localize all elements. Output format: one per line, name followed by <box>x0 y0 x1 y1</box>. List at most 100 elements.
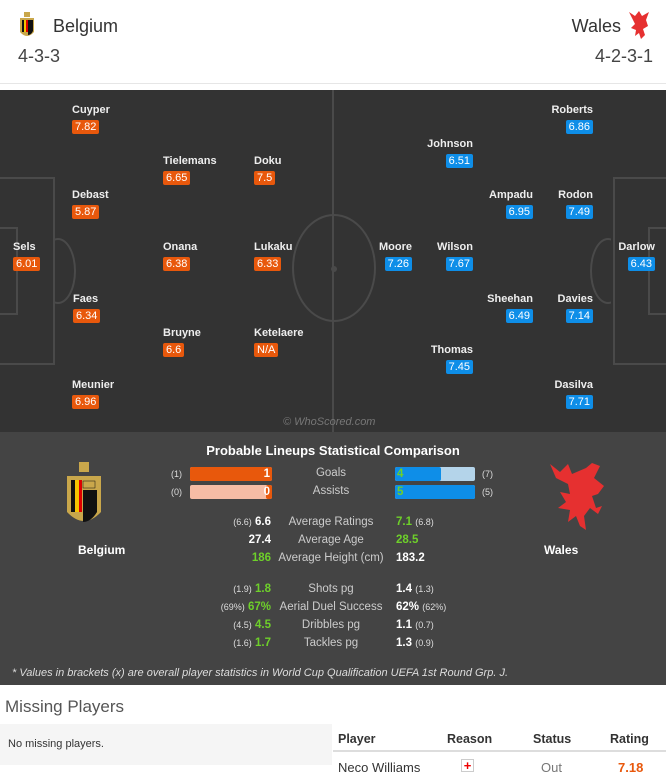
player-rating: 5.87 <box>72 205 100 219</box>
player-name: Onana <box>163 241 198 253</box>
player-name: Davies <box>557 293 593 305</box>
stat-label: Average Age <box>298 534 364 546</box>
home-player[interactable]: Sels 6.01 <box>13 240 41 271</box>
col-reason: Reason <box>447 732 493 746</box>
player-rating: 7.45 <box>445 360 473 374</box>
stat-row: (69%) 67% Aerial Duel Success 62% (62%) <box>0 601 666 619</box>
away-player[interactable]: Wilson 7.67 <box>437 240 473 271</box>
home-bar-track <box>190 485 272 499</box>
home-penalty-box <box>0 177 55 365</box>
away-value: 28.5 <box>396 534 419 546</box>
away-overall: (5) <box>482 487 493 497</box>
rating: 7.18 <box>618 760 644 775</box>
away-player[interactable]: Darlow 6.43 <box>618 240 655 271</box>
player-rating: 6.86 <box>565 120 593 134</box>
stat-label: Tackles pg <box>303 637 359 649</box>
stat-row: 27.4 Average Age 28.5 <box>0 534 666 552</box>
stat-row: 186 Average Height (cm) 183.2 <box>0 552 666 570</box>
player-rating: 7.49 <box>565 205 593 219</box>
wales-dragon-icon <box>629 11 649 39</box>
away-overall: (62%) <box>422 602 447 612</box>
home-team-name[interactable]: Belgium <box>53 16 119 36</box>
table-row: Neco Williams + Out 7.18 <box>333 752 666 780</box>
player-rating: N/A <box>254 343 279 357</box>
away-player[interactable]: Thomas 7.45 <box>431 343 473 374</box>
player-name: Bruyne <box>163 327 201 339</box>
player-rating: 6.34 <box>73 309 101 323</box>
away-player[interactable]: Ampadu 6.95 <box>489 188 533 219</box>
stat-bar-row: (1) 1 Goals 4 (7) <box>0 467 666 485</box>
home-player[interactable]: Lukaku 6.33 <box>254 240 293 271</box>
home-player[interactable]: Onana 6.38 <box>163 240 197 271</box>
away-player[interactable]: Rodon 7.49 <box>558 188 593 219</box>
away-value: 183.2 <box>396 552 425 564</box>
center-circle <box>292 214 376 322</box>
home-overall: (0) <box>171 487 182 497</box>
away-player[interactable]: Davies 7.14 <box>558 292 593 323</box>
home-bar-fill <box>266 485 272 499</box>
home-value: 6.6 <box>255 516 271 528</box>
away-team-name[interactable]: Wales <box>571 16 621 36</box>
away-player[interactable]: Sheehan 6.49 <box>487 292 533 323</box>
home-player[interactable]: Tielemans 6.65 <box>163 154 217 185</box>
player-rating: 7.71 <box>565 395 593 409</box>
player-rating: 6.51 <box>445 154 473 168</box>
pitch: Cuyper 7.82 Debast 5.87 Sels 6.01 Faes 6.34 Meun… <box>0 90 666 432</box>
home-overall: (6.6) <box>233 517 252 527</box>
player-name: Cuyper <box>72 104 110 116</box>
player-name: Darlow <box>618 241 655 253</box>
home-player[interactable]: Doku 7.5 <box>254 154 282 185</box>
player-rating: 7.67 <box>445 257 473 271</box>
player-name: Faes <box>73 293 99 305</box>
home-player[interactable]: Faes 6.34 <box>73 292 101 323</box>
comparison-title: Probable Lineups Statistical Comparison <box>206 443 460 458</box>
player-name: Ketelaere <box>254 327 304 339</box>
statistical-comparison: Probable Lineups Statistical Comparison … <box>0 432 666 685</box>
comparison-footnote: * Values in brackets (x) are overall pla… <box>12 667 509 679</box>
home-value: 1.8 <box>255 583 271 595</box>
home-player[interactable]: Debast 5.87 <box>72 188 109 219</box>
away-value: 4 <box>397 468 404 480</box>
missing-players-title: Missing Players <box>5 697 125 716</box>
player-rating: 6.01 <box>13 257 41 271</box>
player-name: Sels <box>13 241 36 253</box>
player-name: Dasilva <box>554 379 593 391</box>
home-overall: (1.6) <box>233 638 252 648</box>
home-player[interactable]: Meunier 6.96 <box>72 378 114 409</box>
player-name[interactable]: Neco Williams <box>338 760 421 775</box>
player-name: Thomas <box>430 344 473 356</box>
home-player[interactable]: Cuyper 7.82 <box>72 103 110 134</box>
stat-row: (1.6) 1.7 Tackles pg 1.3 (0.9) <box>0 637 666 655</box>
stat-label: Shots pg <box>308 583 354 595</box>
player-rating: 6.33 <box>254 257 282 271</box>
status: Out <box>541 760 562 775</box>
away-player[interactable]: Moore 7.26 <box>379 240 412 271</box>
match-header: Belgium 4-3-3 Wales 4-2-3-1 <box>0 0 666 84</box>
player-name: Lukaku <box>254 241 293 253</box>
away-bar-fill <box>395 485 475 499</box>
player-name: Doku <box>254 155 282 167</box>
player-rating: 6.65 <box>163 171 191 185</box>
home-value: 186 <box>251 552 271 564</box>
player-rating: 6.43 <box>627 257 655 271</box>
stat-label: Aerial Duel Success <box>279 601 383 613</box>
home-goal-box <box>0 227 18 315</box>
stat-label: Dribbles pg <box>301 619 361 631</box>
away-bar-fill <box>395 467 441 481</box>
away-player[interactable]: Johnson 6.51 <box>427 137 473 168</box>
player-rating: 7.82 <box>72 120 100 134</box>
away-player[interactable]: Roberts 6.86 <box>551 103 593 134</box>
home-player[interactable]: Bruyne 6.6 <box>163 326 201 357</box>
col-player: Player <box>338 732 376 746</box>
away-overall: (1.3) <box>415 584 434 594</box>
away-overall: (0.9) <box>415 638 434 648</box>
watermark: © WhoScored.com <box>283 416 376 428</box>
belgium-crest-icon <box>20 12 34 36</box>
home-overall: (1) <box>171 469 182 479</box>
away-overall: (7) <box>482 469 493 479</box>
away-player[interactable]: Dasilva 7.71 <box>554 378 593 409</box>
away-value: 7.1 <box>396 516 412 528</box>
home-player[interactable]: Ketelaere N/A <box>254 326 304 357</box>
player-rating: 7.5 <box>254 171 276 185</box>
away-overall: (6.8) <box>415 517 434 527</box>
